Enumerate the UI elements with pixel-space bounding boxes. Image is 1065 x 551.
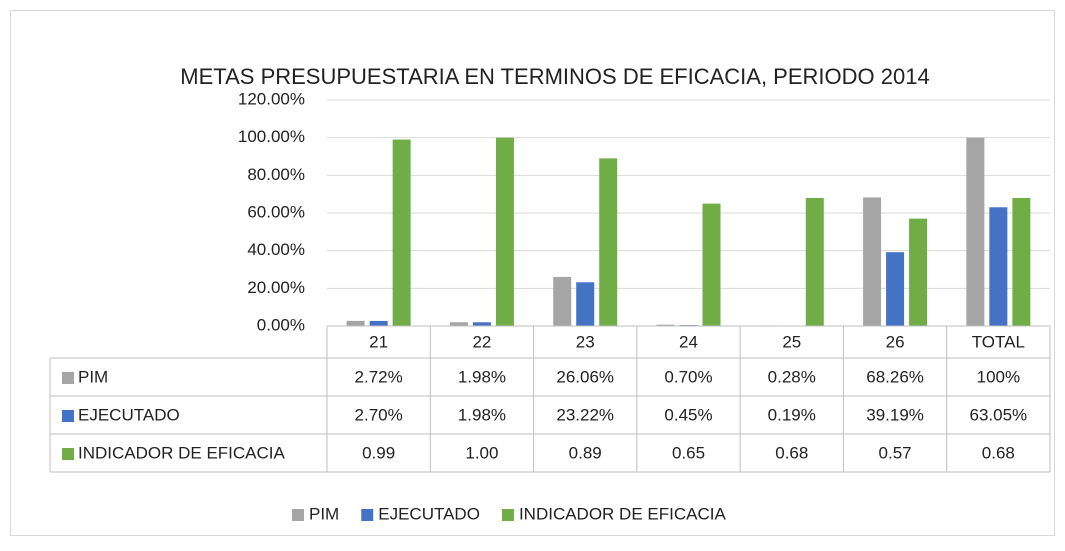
bar: [806, 198, 824, 326]
legend-key: [361, 509, 373, 521]
table-value: 0.70%: [664, 367, 712, 386]
x-tick-label: 21: [369, 332, 388, 351]
y-tick-label: 0.00%: [257, 315, 305, 334]
y-tick-label: 120.00%: [238, 89, 305, 108]
x-tick-label: 26: [886, 332, 905, 351]
table-value: 2.72%: [355, 367, 403, 386]
bar: [576, 282, 594, 326]
table-value: 0.99: [362, 443, 395, 462]
x-tick-label: 25: [782, 332, 801, 351]
row-label: INDICADOR DE EFICACIA: [78, 443, 286, 462]
table-value: 1.98%: [458, 405, 506, 424]
x-tick-label: 22: [472, 332, 491, 351]
bar: [989, 207, 1007, 326]
x-tick-label: 23: [576, 332, 595, 351]
bar: [553, 277, 571, 326]
legend-key: [62, 372, 74, 384]
bar: [473, 322, 491, 326]
bar: [370, 321, 388, 326]
bar: [863, 197, 881, 326]
table-value: 0.19%: [768, 405, 816, 424]
row-label: EJECUTADO: [78, 405, 180, 424]
table-value: 0.57: [879, 443, 912, 462]
bar: [599, 158, 617, 326]
y-tick-label: 80.00%: [247, 165, 305, 184]
bar: [347, 321, 365, 326]
table-value: 0.45%: [664, 405, 712, 424]
y-tick-label: 40.00%: [247, 240, 305, 259]
table-value: 0.28%: [768, 367, 816, 386]
y-tick-label: 60.00%: [247, 202, 305, 221]
table-value: 68.26%: [866, 367, 924, 386]
legend-key: [502, 509, 514, 521]
legend-key: [62, 410, 74, 422]
table-value: 23.22%: [556, 405, 614, 424]
bar: [393, 140, 411, 326]
table-value: 0.68: [775, 443, 808, 462]
table-value: 39.19%: [866, 405, 924, 424]
table-value: 26.06%: [556, 367, 614, 386]
bar: [496, 138, 514, 326]
legend-key: [292, 509, 304, 521]
bar: [909, 219, 927, 326]
legend-label: INDICADOR DE EFICACIA: [519, 504, 727, 523]
table-value: 1.98%: [458, 367, 506, 386]
row-label: PIM: [78, 367, 108, 386]
table-value: 2.70%: [355, 405, 403, 424]
bar: [703, 204, 721, 326]
y-tick-label: 100.00%: [238, 127, 305, 146]
table-value: 1.00: [465, 443, 498, 462]
x-tick-label: 24: [679, 332, 698, 351]
x-tick-label: TOTAL: [972, 332, 1025, 351]
bar: [966, 138, 984, 326]
table-value: 63.05%: [970, 405, 1028, 424]
table-value: 0.68: [982, 443, 1015, 462]
table-value: 0.65: [672, 443, 705, 462]
legend-key: [62, 448, 74, 460]
y-tick-label: 20.00%: [247, 278, 305, 297]
table-value: 0.89: [569, 443, 602, 462]
legend-label: EJECUTADO: [378, 504, 480, 523]
legend-label: PIM: [309, 504, 339, 523]
bar: [450, 322, 468, 326]
bar: [886, 252, 904, 326]
table-value: 100%: [977, 367, 1020, 386]
bar: [1012, 198, 1030, 326]
chart-title: METAS PRESUPUESTARIA EN TERMINOS DE EFIC…: [180, 64, 929, 89]
